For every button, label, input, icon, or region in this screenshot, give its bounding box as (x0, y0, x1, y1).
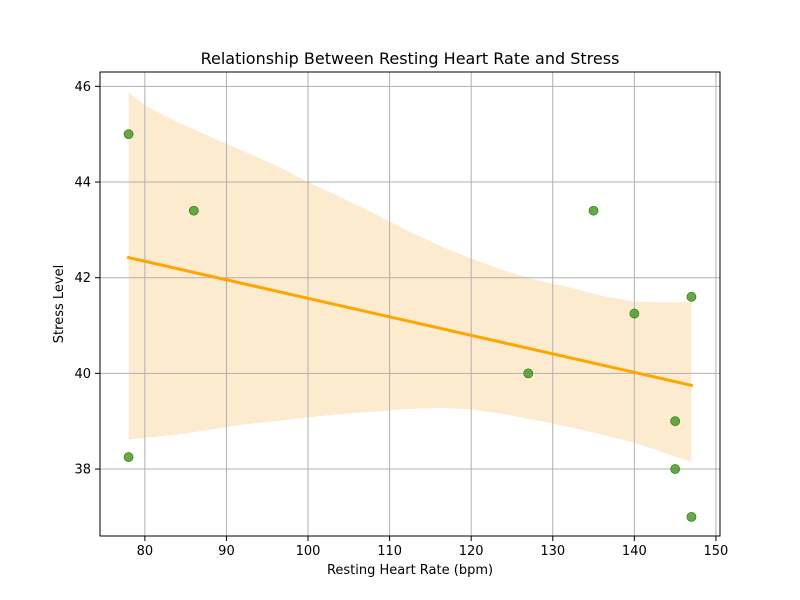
x-tick-label: 110 (377, 544, 402, 559)
data-point (188, 205, 199, 216)
x-tick-label: 120 (459, 544, 484, 559)
regression-line (126, 255, 694, 388)
y-tick-label: 44 (74, 176, 91, 191)
x-tick-label: 100 (296, 544, 321, 559)
data-points-layer (123, 129, 697, 522)
y-tick-label: 42 (74, 271, 91, 286)
grid-layer (100, 72, 720, 536)
x-tick-label: 80 (137, 544, 154, 559)
tick-layer: 80 90 100 110 120 130 140 150 38 40 42 44 46 (74, 80, 728, 559)
data-point (523, 368, 534, 379)
y-tick-label: 40 (74, 367, 91, 382)
data-point (123, 129, 134, 140)
x-axis-label: Resting Heart Rate (bpm) (327, 563, 493, 578)
data-point (670, 464, 681, 474)
confidence-band-layer (128, 92, 692, 462)
confidence-band (128, 92, 692, 462)
y-tick-label: 46 (74, 80, 91, 95)
data-point (123, 452, 134, 462)
chart-title: Relationship Between Resting Heart Rate … (201, 49, 620, 68)
y-tick-label: 38 (74, 463, 91, 478)
y-axis-label: Stress Level (52, 265, 67, 343)
plot-frame (99, 71, 721, 537)
x-tick-label: 150 (704, 544, 729, 559)
data-point (686, 511, 697, 522)
regression-line-layer (126, 255, 694, 388)
data-point (686, 291, 697, 302)
data-point (629, 308, 640, 319)
x-tick-label: 140 (622, 544, 647, 559)
data-point (588, 205, 599, 216)
x-tick-label: 130 (540, 544, 565, 559)
x-tick-label: 90 (218, 544, 235, 559)
data-point (670, 416, 681, 427)
